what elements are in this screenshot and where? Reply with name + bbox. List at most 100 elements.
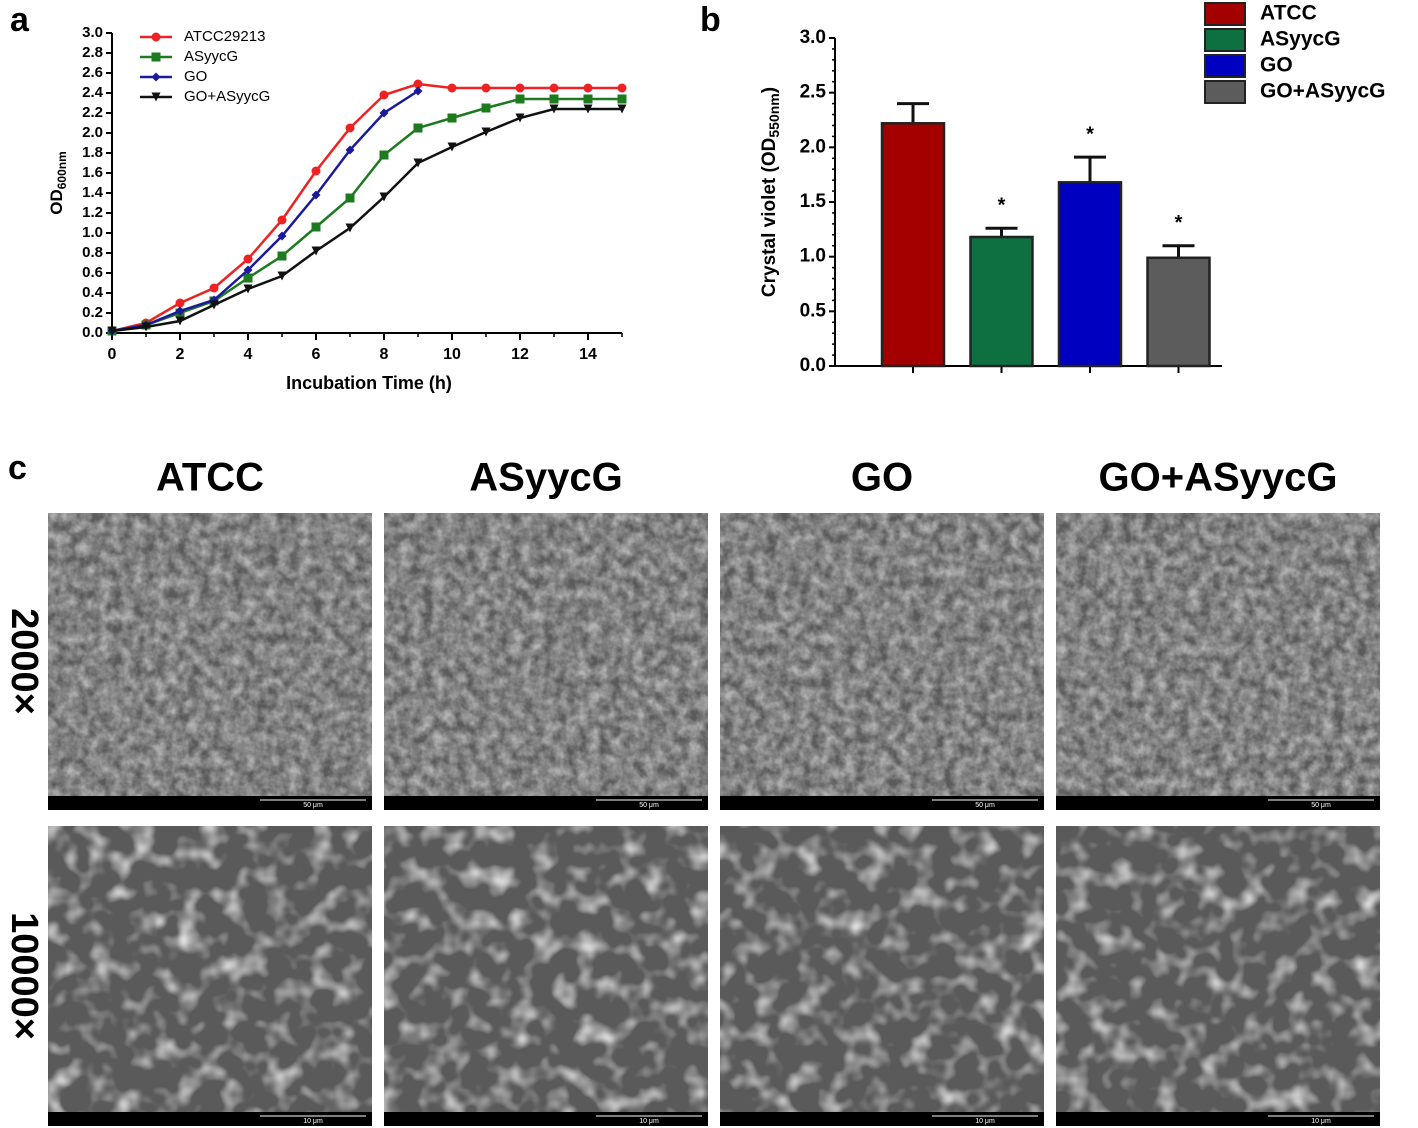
sem-texture	[1056, 826, 1380, 1112]
y-tick-label: 1.2	[82, 204, 103, 221]
y-tick-label: 2.4	[82, 84, 104, 101]
marker	[141, 322, 151, 332]
marker	[379, 90, 389, 100]
sem-info-bar	[1056, 1112, 1380, 1126]
marker	[151, 32, 161, 42]
marker	[379, 192, 389, 202]
marker	[379, 108, 389, 118]
series-line	[111, 82, 622, 333]
sem-info-bar	[720, 796, 1044, 810]
marker	[345, 123, 355, 133]
marker	[481, 103, 491, 113]
row-label: 2000×	[3, 608, 45, 715]
y-tick-label: 0.8	[82, 244, 103, 261]
y-tick-label: 3.0	[800, 27, 826, 48]
sem-info-bar	[720, 1112, 1044, 1126]
x-tick-label: 8	[380, 346, 389, 363]
marker	[151, 52, 161, 62]
y-tick-label: 1.6	[82, 164, 103, 181]
significance-mark: *	[1175, 212, 1183, 234]
y-axis-title: Crystal violet (OD550nm)	[759, 87, 782, 297]
marker	[515, 113, 525, 123]
marker	[151, 72, 161, 82]
x-tick-label: 0	[108, 346, 117, 363]
marker	[175, 306, 185, 316]
sem-info-bar	[48, 796, 372, 810]
sem-texture	[1056, 513, 1380, 796]
sem-texture	[720, 513, 1044, 796]
marker	[209, 300, 219, 310]
marker	[277, 271, 287, 281]
y-tick-label: 2.6	[82, 64, 103, 81]
scale-bar-label: 10 μm	[1311, 1118, 1331, 1125]
y-axis-title-sub: 550nm	[766, 93, 782, 137]
legend-swatch	[1204, 80, 1246, 104]
column-title: GO	[851, 456, 913, 500]
legend-label: ATCC29213	[184, 28, 265, 45]
marker	[277, 231, 287, 241]
marker	[515, 83, 525, 93]
sem-texture	[720, 826, 1044, 1112]
marker	[481, 83, 491, 93]
scale-bar-label: 50 μm	[1311, 802, 1331, 809]
y-tick-label: 0.0	[82, 324, 103, 341]
y-tick-label: 2.5	[800, 82, 827, 103]
y-tick-label: 1.5	[800, 191, 827, 212]
marker	[209, 283, 219, 293]
significance-mark: *	[1086, 123, 1094, 145]
marker	[243, 265, 253, 275]
sem-texture	[48, 513, 372, 796]
series-line	[111, 107, 622, 333]
series-line	[111, 97, 622, 333]
sem-info-bar	[384, 796, 708, 810]
y-tick-label: 0.4	[82, 284, 104, 301]
x-tick-label: 4	[244, 346, 253, 363]
marker	[413, 86, 423, 96]
bar	[880, 122, 946, 368]
scale-bar-label: 10 μm	[303, 1118, 323, 1125]
y-axis-title-part: )	[759, 87, 780, 93]
marker	[413, 79, 423, 89]
x-tick-label: 14	[579, 346, 597, 363]
marker	[481, 127, 491, 137]
marker	[243, 254, 253, 264]
marker	[107, 326, 117, 336]
marker	[413, 158, 423, 168]
y-axis-title-part: OD	[47, 189, 66, 215]
y-tick-label: 1.4	[82, 184, 104, 201]
marker	[549, 94, 559, 104]
marker	[311, 190, 321, 200]
y-tick-label: 0.5	[800, 300, 827, 321]
marker	[345, 145, 355, 155]
sem-texture	[384, 826, 708, 1112]
sem-info-bar	[48, 1112, 372, 1126]
legend-swatch	[1204, 2, 1246, 26]
legend-label: ASyycG	[1260, 28, 1341, 51]
scale-bar-label: 50 μm	[975, 802, 995, 809]
marker	[243, 273, 253, 283]
y-tick-label: 3.0	[82, 24, 103, 41]
y-axis-title: OD600nm	[47, 151, 69, 215]
sem-texture	[384, 513, 708, 796]
x-tick-label: 10	[443, 346, 461, 363]
marker	[151, 92, 161, 102]
x-axis-title: Incubation Time (h)	[286, 373, 452, 393]
x-tick-label: 12	[511, 346, 529, 363]
marker	[447, 83, 457, 93]
marker	[617, 83, 627, 93]
x-tick-label: 6	[312, 346, 321, 363]
marker	[515, 94, 525, 104]
y-axis-title-part: Crystal violet (OD	[759, 138, 780, 297]
legend-label: GO	[184, 68, 207, 85]
marker	[549, 83, 559, 93]
marker	[277, 251, 287, 261]
y-tick-label: 2.0	[800, 136, 826, 157]
marker	[583, 83, 593, 93]
y-tick-label: 0.6	[82, 264, 103, 281]
legend-label: GO+ASyycG	[184, 88, 270, 105]
y-tick-label: 0.2	[82, 304, 103, 321]
marker	[447, 142, 457, 152]
bar	[969, 235, 1034, 368]
marker	[243, 284, 253, 294]
panel-label: c	[8, 449, 27, 487]
